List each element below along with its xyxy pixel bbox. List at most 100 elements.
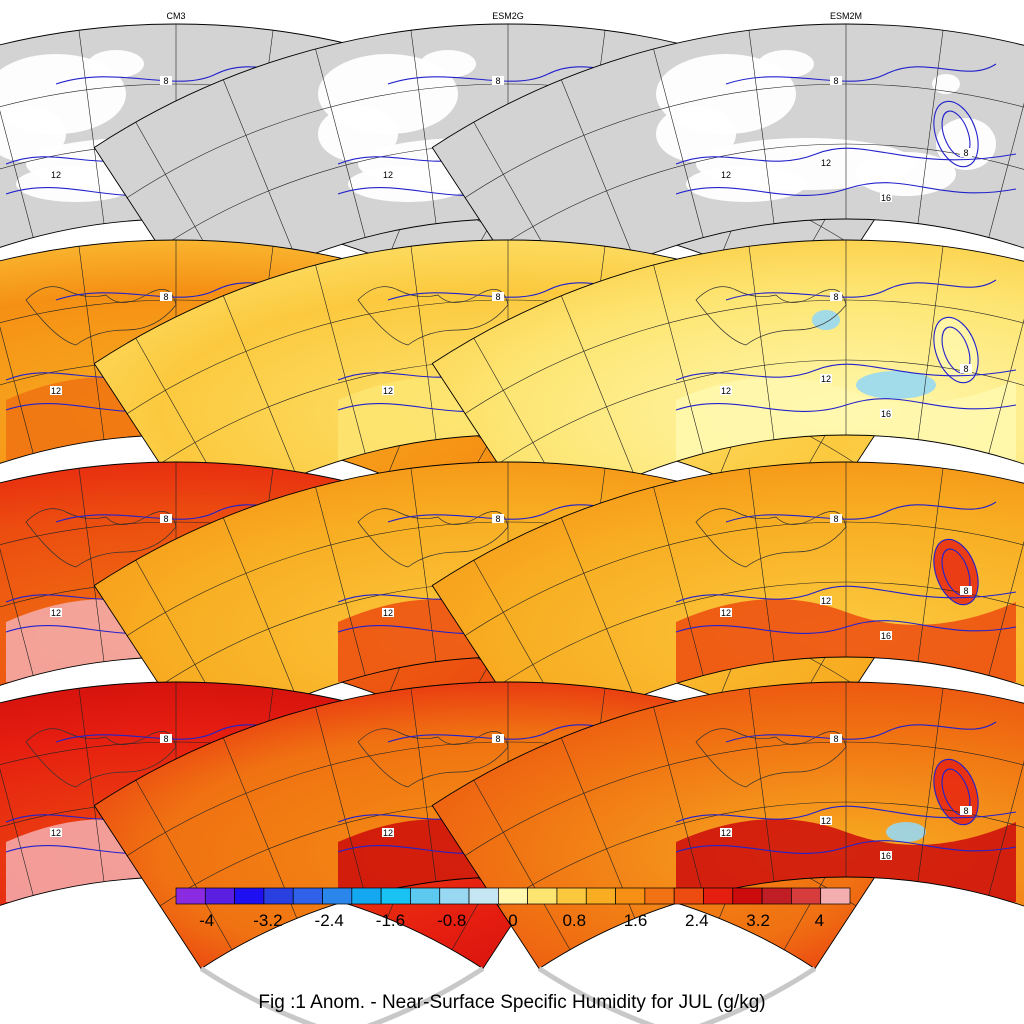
colorbar-tick-label: 3.2 [746,911,770,930]
contour-label: 12 [820,816,832,826]
contour-label: 8 [960,586,972,596]
column-titles: CM3 ESM2G ESM2M [166,11,862,21]
colorbar-bin-18 [703,887,734,905]
colorbar-bin-13 [556,887,587,905]
contour-label-text: 8 [963,148,968,158]
contour-label-text: 8 [163,76,168,86]
contour-label-text: 8 [963,806,968,816]
colorbar-tick-label: 2.4 [685,911,709,930]
figure-caption: Fig :1 Anom. - Near-Surface Specific Hum… [258,992,765,1013]
colorbar-bin-16 [644,887,675,905]
contour-label-text: 8 [163,734,168,744]
contour-label: 16 [880,631,892,641]
colorbar-bin-8 [410,887,441,905]
colorbar-bin-7 [380,887,411,905]
contour-label-text: 8 [963,364,968,374]
colorbar-tick-label: -4 [199,911,214,930]
contour-label: 8 [492,734,504,744]
contour-label: 8 [960,806,972,816]
contour-label: 12 [382,608,394,618]
contour-label: 8 [830,292,842,302]
contour-label-text: 12 [383,386,393,396]
contour-label: 12 [50,386,62,396]
contour-label: 12 [50,608,62,618]
contour-label-text: 12 [383,608,393,618]
colorbar-tick-label: 0 [508,911,517,930]
column-title-esm2m: ESM2M [830,11,862,21]
colorbar-bin-21 [791,887,822,905]
contour-label-text: 12 [821,374,831,384]
contour-label-text: 8 [833,292,838,302]
contour-label: 8 [830,514,842,524]
contour-label-text: 12 [51,170,61,180]
contour-label: 12 [50,170,62,180]
colorbar-bin-5 [322,887,353,905]
contour-label-text: 12 [821,158,831,168]
colorbar-bin-22 [820,887,851,905]
colorbar-bin-6 [351,887,382,905]
contour-label: 8 [492,514,504,524]
contour-label-text: 12 [383,828,393,838]
contour-label-text: 12 [821,596,831,606]
contour-label: 8 [160,76,172,86]
contour-label: 12 [820,596,832,606]
colorbar [175,887,851,905]
contour-label: 8 [830,76,842,86]
contour-label-text: 16 [881,851,891,861]
contour-label-text: 12 [721,608,731,618]
contour-label: 16 [880,851,892,861]
contour-label-text: 8 [833,734,838,744]
map-panel-r2-c2: 12 12 16 8 8 [431,461,1024,843]
colorbar-tick-label: -3.2 [253,911,282,930]
contour-label-text: 16 [881,631,891,641]
column-title-esm2g: ESM2G [492,11,524,21]
contour-label-text: 12 [721,386,731,396]
contour-label-text: 8 [163,292,168,302]
colorbar-bin-11 [497,887,529,905]
contour-label: 12 [720,386,732,396]
contour-label-text: 12 [51,828,61,838]
contour-label: 16 [880,409,892,419]
contour-label: 12 [720,608,732,618]
contour-label-text: 8 [963,586,968,596]
contour-label: 8 [160,734,172,744]
contour-label: 12 [820,158,832,168]
colorbar-tick-label: 0.8 [562,911,586,930]
colorbar-bin-14 [585,887,616,905]
contour-label-text: 8 [495,514,500,524]
contour-label-text: 8 [495,734,500,744]
contour-label-text: 8 [833,76,838,86]
colorbar-bin-4 [292,887,323,905]
contour-label-text: 12 [821,816,831,826]
colorbar-bin-19 [732,887,763,905]
contour-label: 8 [830,734,842,744]
contour-label: 12 [720,828,732,838]
colorbar-tick-label: 1.6 [624,911,648,930]
colorbar-bin-17 [673,887,704,905]
contour-label: 12 [50,828,62,838]
colorbar-bin-20 [761,887,792,905]
colorbar-tick-label: -0.8 [437,911,466,930]
colorbar-tick-label: -2.4 [315,911,344,930]
contour-label: 8 [960,148,972,158]
colorbar-tick-labels: -4 -3.2 -2.4 -1.6 -0.8 0 0.8 1.6 2.4 3.2 4 [199,911,824,930]
contour-label-text: 12 [721,828,731,838]
contour-label: 8 [160,292,172,302]
colorbar-bin-10 [468,887,499,905]
colorbar-bin-0 [175,887,206,905]
contour-label-text: 8 [833,514,838,524]
contour-label-text: 16 [881,193,891,203]
contour-label: 8 [492,76,504,86]
colorbar-tick-label: -1.6 [376,911,405,930]
colorbar-bin-15 [615,887,646,905]
contour-label: 12 [382,170,394,180]
contour-label: 8 [960,364,972,374]
contour-label-text: 8 [495,76,500,86]
contour-label-text: 12 [383,170,393,180]
contour-label: 8 [492,292,504,302]
contour-label: 8 [160,514,172,524]
contour-label-text: 16 [881,409,891,419]
contour-label: 12 [382,828,394,838]
contour-label-text: 8 [495,292,500,302]
